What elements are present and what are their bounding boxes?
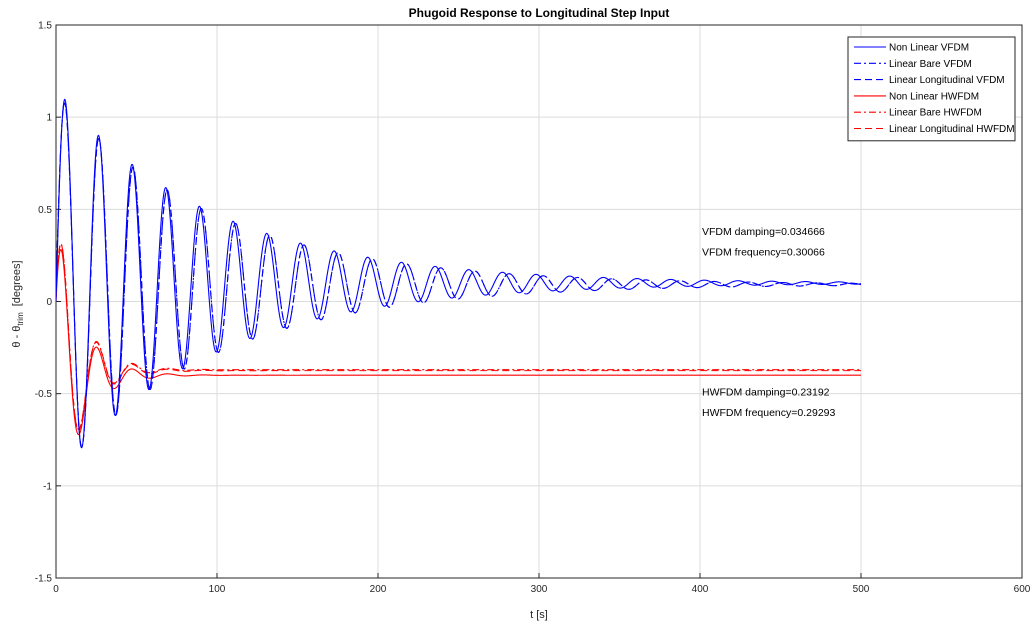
chart-title: Phugoid Response to Longitudinal Step In… [409, 6, 670, 20]
y-axis-label-main: θ - θ [11, 326, 23, 348]
x-tick-label: 300 [531, 584, 548, 595]
x-tick-label: 600 [1014, 584, 1031, 595]
legend-entry-3: Non Linear HWFDM [889, 91, 979, 102]
y-axis-label: θ - θtrim [degrees] [11, 260, 25, 347]
y-tick-label: -1 [43, 481, 52, 492]
legend-entry-5: Linear Longitudinal HWFDM [889, 124, 1015, 135]
y-tick-label: 0 [46, 297, 52, 308]
series-layer [56, 98, 862, 449]
legend-entry-4: Linear Bare HWFDM [889, 108, 982, 119]
y-tick-label: 0.5 [38, 205, 52, 216]
legend-entry-2: Linear Longitudinal VFDM [889, 75, 1005, 86]
y-tick-label: 1.5 [38, 21, 52, 32]
annotation-text-1: VFDM frequency=0.30066 [702, 246, 825, 258]
series-line-5 [56, 243, 861, 432]
tick-labels: 0 100 200 300 400 500 600 -1.5 -1 -0.5 0 0.5 1 1.5 [35, 21, 1031, 596]
y-axis-label-subscript: trim [16, 312, 25, 326]
y-axis-label-unit: [degrees] [11, 260, 23, 306]
y-tick-label: -1.5 [35, 574, 53, 585]
x-tick-label: 0 [53, 584, 59, 595]
y-tick-label: 1 [46, 113, 52, 124]
legend-entry-0: Non Linear VFDM [889, 43, 969, 54]
legend-entry-1: Linear Bare VFDM [889, 59, 972, 70]
legend: Non Linear VFDM Linear Bare VFDM Linear Lo… [847, 36, 1016, 142]
x-tick-label: 100 [209, 584, 226, 595]
x-tick-label: 400 [692, 584, 709, 595]
x-axis-label: t [s] [530, 609, 548, 621]
series-line-4 [56, 242, 861, 430]
x-tick-label: 200 [370, 584, 387, 595]
series-line-3 [56, 248, 861, 436]
legend-box [847, 36, 1016, 142]
annotations: VFDM damping=0.034666 VFDM frequency=0.30… [702, 226, 836, 419]
x-tick-label: 500 [853, 584, 870, 595]
y-tick-label: -0.5 [35, 389, 53, 400]
annotation-text-2: HWFDM damping=0.23192 [702, 387, 830, 399]
series-line-2 [56, 102, 862, 448]
annotation-text-0: VFDM damping=0.034666 [702, 226, 825, 238]
annotation-text-3: HWFDM frequency=0.29293 [702, 407, 836, 419]
series-line-0 [56, 98, 862, 449]
